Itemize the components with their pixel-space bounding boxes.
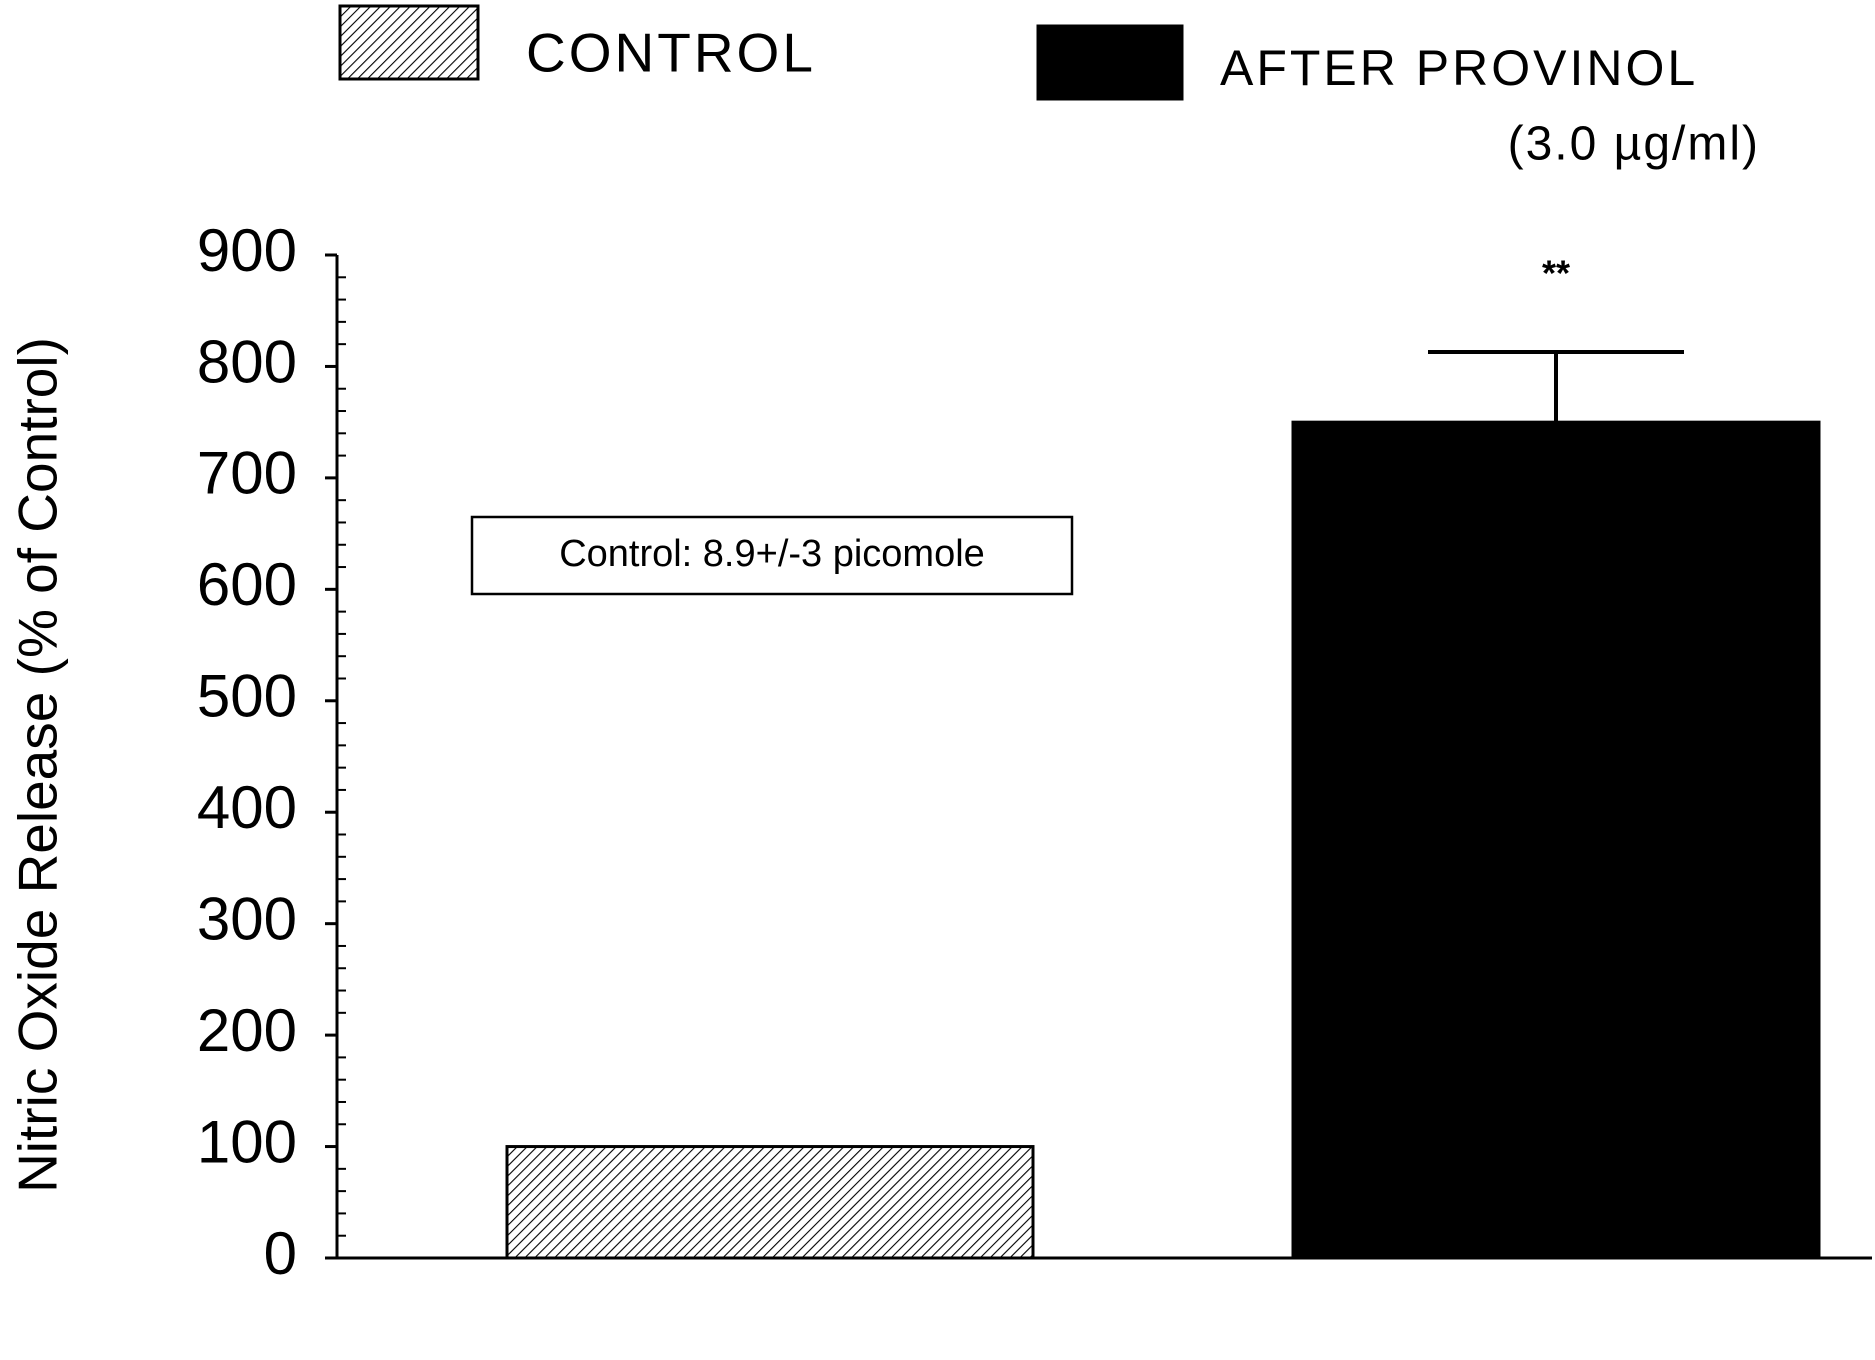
y-axis-label: Nitric Oxide Release (% of Control) [7, 337, 69, 1193]
legend-label: CONTROL [526, 22, 816, 84]
bar [505, 1145, 1035, 1260]
legend-swatch [338, 4, 480, 81]
legend-label: AFTER PROVINOL [1220, 40, 1698, 96]
bar [1291, 420, 1821, 1260]
y-tick-label: 300 [197, 886, 297, 953]
legend-note: (3.0 µg/ml) [1508, 118, 1760, 171]
y-tick-label: 100 [197, 1108, 297, 1175]
y-tick-label: 0 [264, 1220, 297, 1287]
annotation: Control: 8.9+/-3 picomole [559, 533, 985, 575]
y-tick-label: 800 [197, 328, 297, 395]
y-tick-label: 400 [197, 774, 297, 841]
annotation-box [470, 515, 1074, 596]
y-tick-label: 700 [197, 440, 297, 507]
significance-marker: ** [1542, 253, 1570, 294]
y-tick-label: 900 [197, 217, 297, 284]
y-tick-label: 500 [197, 663, 297, 730]
legend-swatch [1036, 24, 1184, 101]
y-tick-label: 600 [197, 551, 297, 618]
y-tick-label: 200 [197, 997, 297, 1064]
